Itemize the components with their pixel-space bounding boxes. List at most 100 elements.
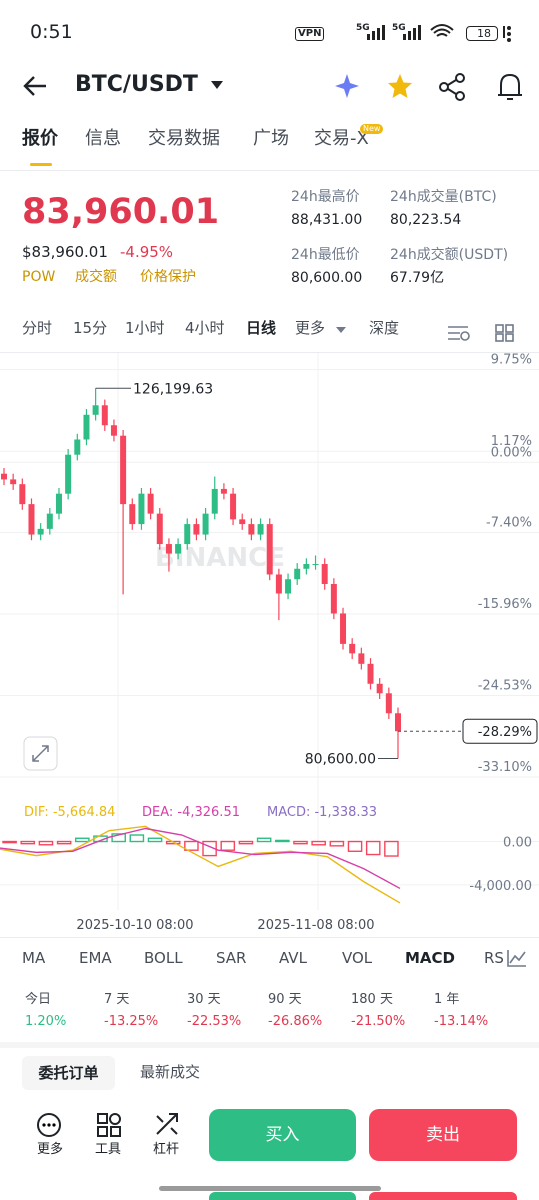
timeframe[interactable]: 1小时 bbox=[125, 319, 165, 337]
dif-legend: DIF: -5,664.84 bbox=[24, 805, 115, 820]
indicator-tab[interactable]: RS bbox=[484, 949, 504, 967]
x-tick-label: 2025-10-10 08:00 bbox=[76, 918, 193, 933]
tool-label[interactable]: 工具 bbox=[95, 1142, 122, 1157]
last-price-label: -28.29% bbox=[478, 725, 532, 740]
candle-body bbox=[110, 425, 117, 436]
timeframe[interactable]: 4小时 bbox=[185, 319, 225, 337]
tab[interactable]: 交易-X bbox=[314, 128, 369, 149]
candle-body bbox=[92, 405, 99, 415]
price-chart: BINANCE 9.75% 1.17%0.00% -7.40% -15.96% -24.5… bbox=[0, 353, 539, 933]
price-tag[interactable]: 价格保护 bbox=[140, 269, 196, 285]
candle-body bbox=[376, 683, 383, 694]
sell-button[interactable]: 卖出 bbox=[369, 1109, 517, 1161]
timeframe[interactable]: 分时 bbox=[22, 319, 53, 337]
macd-bar bbox=[365, 840, 381, 856]
timeframe[interactable]: 深度 bbox=[369, 319, 400, 337]
macd-bar bbox=[147, 837, 163, 843]
indicator-tab[interactable]: SAR bbox=[216, 949, 247, 967]
pair-title[interactable]: BTC/USDT bbox=[75, 72, 198, 97]
watermark: BINANCE bbox=[155, 543, 285, 573]
candle-body bbox=[358, 653, 365, 664]
macd-bar bbox=[256, 837, 272, 843]
candle-body bbox=[275, 574, 282, 594]
orders-tab[interactable]: 委托订单 bbox=[22, 1056, 115, 1090]
candle-body bbox=[385, 693, 392, 714]
usd-price: $83,960.01 bbox=[22, 243, 108, 261]
tab[interactable]: 报价 bbox=[22, 128, 58, 149]
indicator-settings[interactable] bbox=[448, 326, 470, 341]
macd-bar bbox=[129, 834, 145, 843]
macd-bar bbox=[111, 833, 126, 843]
candle-body bbox=[175, 544, 182, 554]
candle-body bbox=[1, 473, 7, 480]
tab[interactable]: 广场 bbox=[253, 128, 289, 149]
candle-body bbox=[37, 528, 44, 535]
tab[interactable]: 信息 bbox=[85, 128, 121, 149]
indicator-tab[interactable]: EMA bbox=[79, 949, 112, 967]
period-change: -13.25% bbox=[104, 1014, 159, 1029]
tools-icon[interactable] bbox=[97, 1113, 121, 1137]
favorite-button[interactable] bbox=[388, 74, 412, 98]
candle-body bbox=[147, 493, 154, 514]
period-label: 1 年 bbox=[434, 992, 460, 1007]
stat-value: 88,431.00 bbox=[291, 212, 363, 228]
last-price: 83,960.01 bbox=[22, 192, 220, 232]
tool-label[interactable]: 杠杆 bbox=[153, 1142, 180, 1157]
period-change: -13.14% bbox=[434, 1014, 489, 1029]
share-button[interactable] bbox=[439, 73, 465, 101]
last-price-box bbox=[462, 718, 538, 744]
candle-body bbox=[303, 564, 310, 569]
candle-body bbox=[294, 568, 301, 580]
tool-label[interactable]: 更多 bbox=[37, 1142, 64, 1157]
period-change: -26.86% bbox=[268, 1014, 323, 1029]
high-label: 126,199.63 bbox=[133, 381, 213, 397]
price-change: -4.95% bbox=[120, 243, 174, 261]
macd-bar bbox=[384, 840, 399, 857]
indicator-tab[interactable]: BOLL bbox=[144, 949, 183, 967]
menu-dots[interactable] bbox=[504, 25, 514, 43]
macd-bar bbox=[329, 840, 345, 847]
back-button[interactable] bbox=[22, 74, 50, 98]
section-gap bbox=[0, 1042, 539, 1048]
candle-body bbox=[395, 713, 401, 732]
candle-body bbox=[211, 488, 218, 514]
indicator-tab[interactable]: AVL bbox=[279, 949, 307, 967]
indicator-tab[interactable]: MACD bbox=[405, 949, 455, 967]
candle-body bbox=[257, 524, 264, 535]
y-tick-label: 1.17% bbox=[491, 434, 532, 449]
tab[interactable]: 交易数据 bbox=[148, 128, 220, 149]
candle-body bbox=[202, 513, 209, 535]
candle-body bbox=[266, 524, 273, 575]
macd-bar bbox=[275, 839, 290, 843]
sell-button-shadow bbox=[369, 1192, 517, 1200]
price-tag[interactable]: POW bbox=[22, 269, 56, 285]
pair-caret[interactable] bbox=[210, 80, 224, 90]
layout-button[interactable] bbox=[495, 324, 514, 342]
tool-icons bbox=[37, 1113, 178, 1137]
stat-label: 24h最高价 bbox=[291, 189, 360, 205]
indicator-chart-icon[interactable] bbox=[506, 948, 528, 968]
timeframe[interactable]: 更多 bbox=[295, 319, 326, 337]
macd-bar bbox=[56, 840, 72, 845]
buy-button[interactable]: 买入 bbox=[209, 1109, 356, 1161]
candle-body bbox=[138, 493, 145, 525]
indicator-tab[interactable]: MA bbox=[22, 949, 46, 967]
trades-tab[interactable]: 最新成交 bbox=[140, 1063, 201, 1081]
ai-button[interactable] bbox=[335, 74, 359, 98]
indicator-tab[interactable]: VOL bbox=[342, 949, 373, 967]
alert-button[interactable] bbox=[498, 73, 522, 100]
price-tag[interactable]: 成交额 bbox=[75, 269, 117, 285]
dea-legend: DEA: -4,326.51 bbox=[142, 805, 240, 820]
timeframe[interactable]: 日线 bbox=[246, 319, 277, 337]
timeframe[interactable]: 15分 bbox=[73, 319, 108, 337]
margin-icon[interactable] bbox=[156, 1113, 178, 1135]
candle-body bbox=[120, 435, 127, 505]
y-tick-label: -24.53% bbox=[478, 678, 532, 693]
macd-bar bbox=[238, 840, 254, 845]
period-change: 1.20% bbox=[25, 1014, 67, 1029]
more-icon[interactable] bbox=[37, 1113, 61, 1137]
candle-body bbox=[55, 493, 62, 514]
macd-tick-label: 0.00 bbox=[503, 836, 532, 851]
stat-label: 24h成交额(USDT) bbox=[390, 247, 509, 263]
